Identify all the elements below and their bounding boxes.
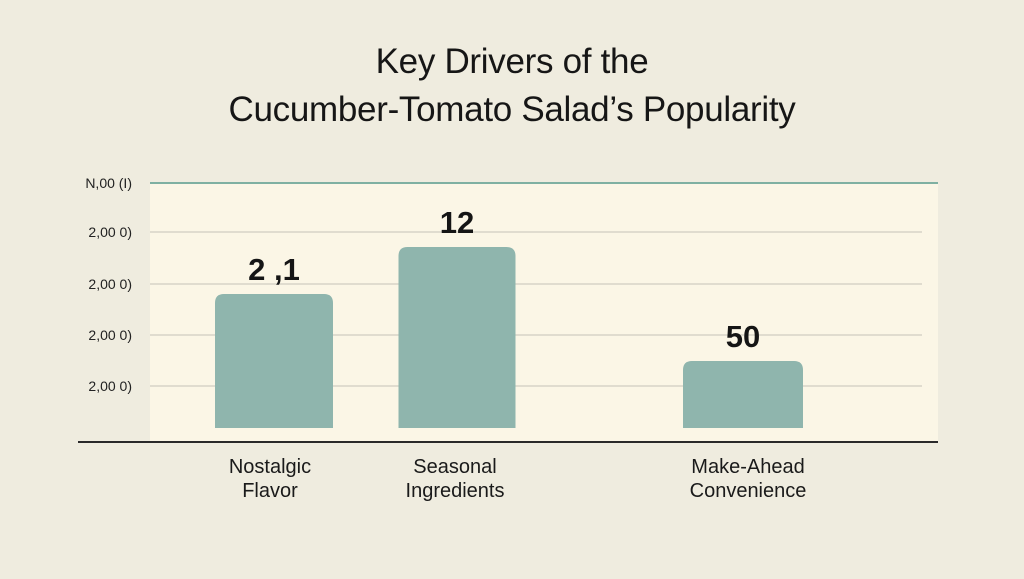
bar bbox=[683, 361, 803, 428]
y-axis-ticks: N,00 (I) 2,00 0) 2,00 0) 2,00 0) 2,00 0) bbox=[85, 175, 132, 394]
y-tick-label: 2,00 0) bbox=[88, 276, 132, 292]
bar bbox=[398, 247, 516, 428]
bar-value-label: 50 bbox=[726, 319, 760, 354]
x-category-label: Ingredients bbox=[406, 480, 505, 502]
bar-value-label: 12 bbox=[440, 205, 474, 240]
chart-title-line-1: Key Drivers of the bbox=[375, 42, 649, 81]
y-tick-label: 2,00 0) bbox=[88, 224, 132, 240]
chart-title-line-2: Cucumber-Tomato Salad’s Popularity bbox=[228, 90, 796, 129]
bar bbox=[215, 294, 333, 428]
chart-title: Key Drivers of the Cucumber-Tomato Salad… bbox=[0, 38, 1024, 134]
x-category-label: Flavor bbox=[242, 480, 298, 502]
data-labels: 2 ,1 12 50 bbox=[248, 205, 760, 354]
x-category-label: Convenience bbox=[690, 480, 807, 502]
x-category-label: Make-Ahead bbox=[691, 456, 804, 478]
x-category-label: Nostalgic bbox=[229, 456, 311, 478]
y-tick-label: 2,00 0) bbox=[88, 378, 132, 394]
bar-value-label: 2 ,1 bbox=[248, 252, 300, 287]
x-category-label: Seasonal bbox=[413, 456, 496, 478]
y-tick-label: N,00 (I) bbox=[85, 175, 132, 191]
bars bbox=[215, 247, 803, 428]
y-tick-label: 2,00 0) bbox=[88, 327, 132, 343]
